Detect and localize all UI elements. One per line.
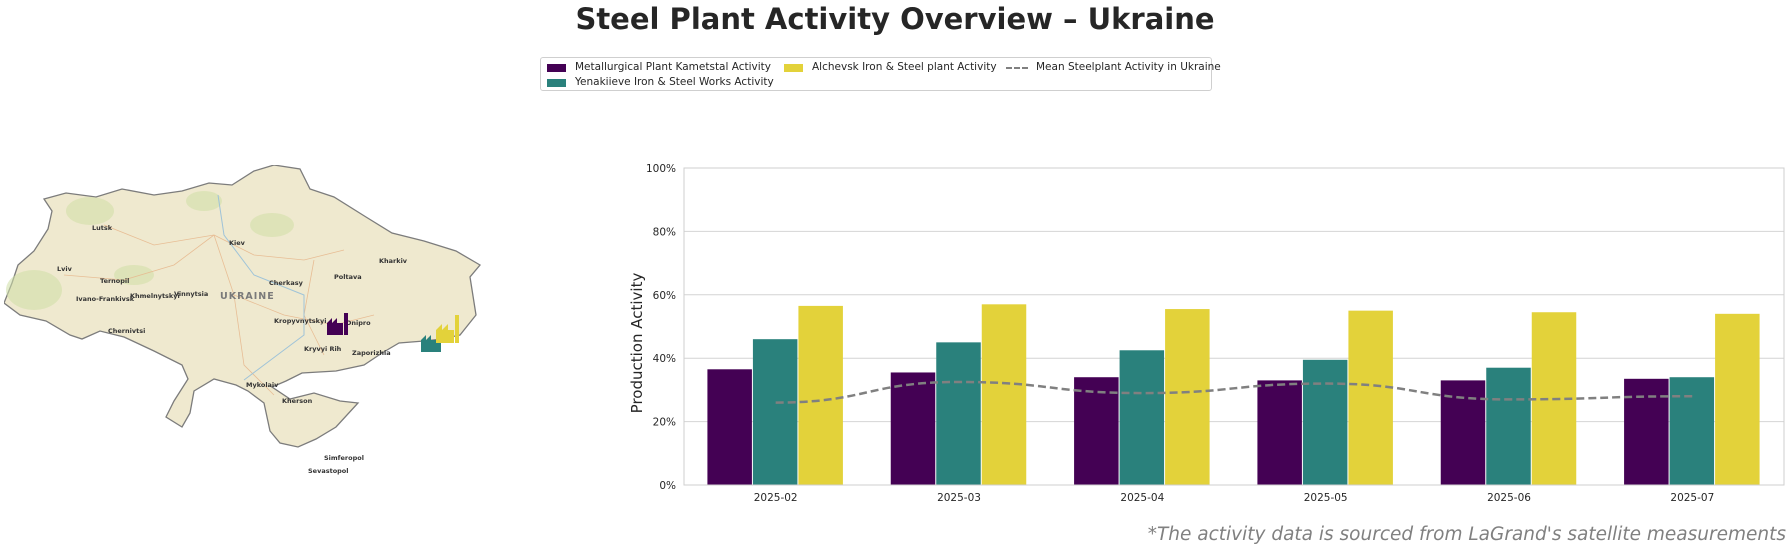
bar-alchevsk <box>1165 309 1210 485</box>
factory-roof <box>436 324 448 330</box>
bar-alchevsk <box>1348 310 1393 485</box>
legend-label-mean: Mean Steelplant Activity in Ukraine <box>1036 61 1221 73</box>
legend-swatch-yenakiieve <box>547 79 566 87</box>
ukraine-map: Lutsk Kiev Kharkiv Lviv Ternopil Khmelny… <box>4 165 481 475</box>
chart-axes: 2025-02 2025-03 2025-04 2025-05 2025-06 2025-… <box>683 167 1785 504</box>
city-label: Lviv <box>57 265 73 273</box>
bar-metallurgical <box>890 372 936 485</box>
x-tick-label: 2025-02 <box>754 492 798 504</box>
city-label: Sevastopol <box>308 467 349 475</box>
page-title: Steel Plant Activity Overview – Ukraine <box>575 2 1215 36</box>
city-label: Lutsk <box>92 224 113 232</box>
legend-swatch-mean <box>1006 67 1028 69</box>
y-tick-label: 80% <box>653 226 676 238</box>
bar-metallurgical <box>1624 378 1669 485</box>
x-tick-label: 2025-06 <box>1487 492 1531 504</box>
ukraine-outline <box>4 165 481 448</box>
map-green-area <box>6 270 62 310</box>
map-green-areas <box>6 191 294 310</box>
factory-building <box>327 323 343 335</box>
y-tick-label: 20% <box>653 417 676 429</box>
x-tick-label: 2025-03 <box>937 492 981 504</box>
chart-mean-line <box>775 380 1693 404</box>
bar-yenakiieve <box>1119 350 1165 485</box>
bar-alchevsk <box>981 304 1027 485</box>
bar-yenakiieve <box>936 342 981 485</box>
chart-legend: Metallurgical Plant Kametstal Activity Y… <box>540 57 1221 91</box>
data-source-footnote: *The activity data is sourced from LaGra… <box>1147 524 1786 545</box>
bar-metallurgical <box>1074 377 1119 485</box>
city-label: Dnipro <box>346 319 371 327</box>
plot-frame <box>683 167 1785 486</box>
city-label: Kropyvnytskyi <box>274 317 326 325</box>
factory-building <box>421 340 437 352</box>
legend-label-metallurgical: Metallurgical Plant Kametstal Activity <box>575 61 772 73</box>
y-tick-label: 0% <box>659 480 676 492</box>
city-label: Zaporizhia <box>352 349 391 357</box>
bar-yenakiieve <box>1302 359 1348 485</box>
bar-metallurgical <box>707 369 752 485</box>
city-label: Vinnytsia <box>174 290 208 298</box>
map-green-area <box>186 191 222 211</box>
factory-chimney <box>344 313 348 335</box>
metallurgical-plant-icon <box>327 313 348 335</box>
bar-metallurgical <box>1257 380 1302 485</box>
map-rivers <box>217 194 305 381</box>
city-label: Ternopil <box>100 277 129 285</box>
city-label: Ivano-Frankivsk <box>76 295 135 303</box>
factory-building <box>436 330 454 343</box>
city-label: Simferopol <box>324 454 364 462</box>
city-label: Kharkiv <box>379 257 408 265</box>
map-road <box>103 224 215 246</box>
y-tick-label: 40% <box>653 353 676 365</box>
legend-swatch-alchevsk <box>784 64 803 72</box>
bar-yenakiieve <box>1669 377 1715 485</box>
bar-yenakiieve <box>1486 367 1531 485</box>
city-label: Kiev <box>229 239 246 247</box>
city-label: Poltava <box>334 273 362 281</box>
factory-roof <box>327 318 337 323</box>
factory-chimney <box>455 315 459 343</box>
legend-label-yenakiieve: Yenakiieve Iron & Steel Works Activity <box>575 76 774 88</box>
factory-roof <box>421 335 431 340</box>
y-tick-label: 60% <box>653 290 676 302</box>
alchevsk-plant-icon <box>436 315 459 343</box>
map-country-label: UKRAINE <box>220 291 275 302</box>
legend-swatch-metallurgical <box>547 64 566 72</box>
x-tick-label: 2025-05 <box>1304 492 1348 504</box>
city-label: Kryvyi Rih <box>304 345 342 353</box>
map-green-area <box>250 213 294 237</box>
legend-label-alchevsk: Alchevsk Iron & Steel plant Activity <box>812 61 997 73</box>
y-axis-label: Production Activity <box>628 273 646 414</box>
bar-alchevsk <box>798 305 843 485</box>
city-label: Cherkasy <box>269 279 304 287</box>
city-label: Mykolaiv <box>246 381 279 389</box>
mean-activity-line <box>775 380 1693 404</box>
bar-alchevsk <box>1715 313 1760 485</box>
map-road <box>233 294 275 396</box>
y-tick-label: 100% <box>646 163 676 175</box>
map-green-area <box>66 197 114 225</box>
map-river-dnipro <box>217 194 305 381</box>
bar-yenakiieve <box>752 339 798 485</box>
x-tick-label: 2025-04 <box>1120 492 1164 504</box>
city-label: Chernivtsi <box>108 327 145 335</box>
city-label: Kherson <box>282 397 313 405</box>
x-tick-label: 2025-07 <box>1670 492 1714 504</box>
chart-bars <box>707 304 1760 485</box>
city-label: Khmelnytskyi <box>130 292 180 300</box>
